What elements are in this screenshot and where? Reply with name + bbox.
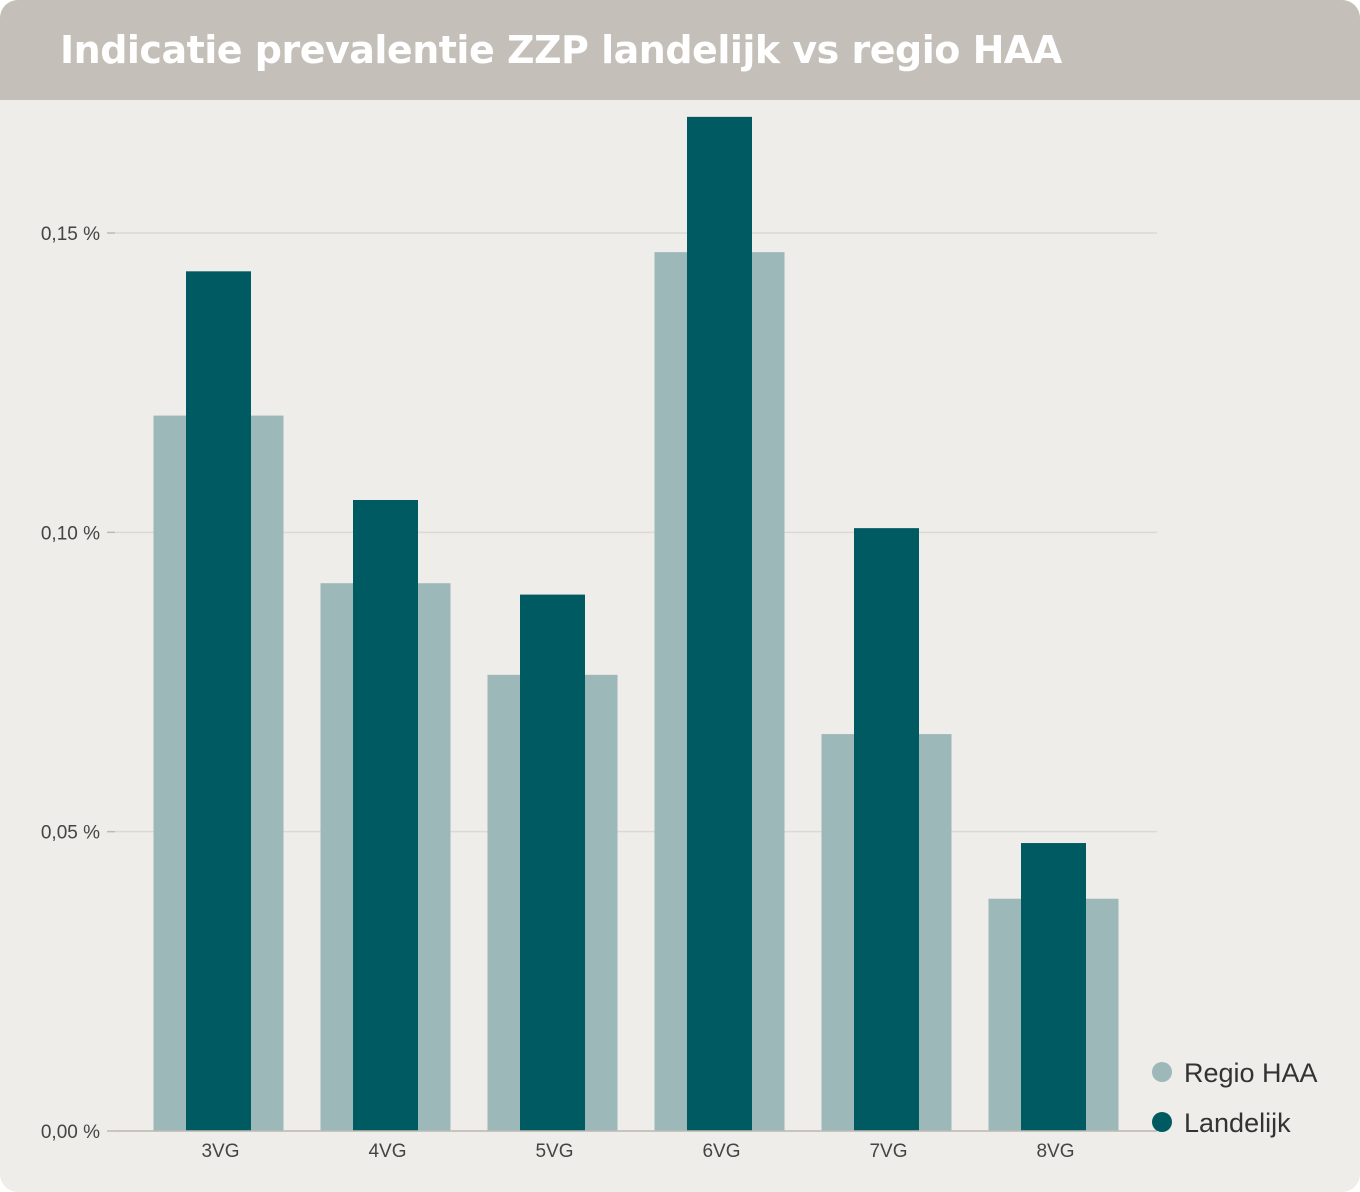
bar-landelijk-6vg	[687, 116, 752, 1132]
x-tick-label: 4VG	[368, 1141, 406, 1162]
x-tick-label: 8VG	[1036, 1141, 1074, 1162]
x-tick-label: 6VG	[702, 1141, 740, 1162]
x-tick-label: 7VG	[869, 1141, 907, 1162]
title-bar: Indicatie prevalentie ZZP landelijk vs r…	[0, 0, 1360, 100]
legend-marker-0	[1152, 1062, 1172, 1082]
bar-landelijk-4vg	[353, 500, 418, 1131]
x-tick-label: 3VG	[201, 1141, 239, 1162]
bar-landelijk-8vg	[1021, 843, 1086, 1131]
legend-label: Regio HAA	[1184, 1058, 1318, 1088]
y-tick-label: 0,15 %	[41, 224, 100, 245]
y-tick-label: 0,00 %	[41, 1122, 100, 1143]
bar-landelijk-3vg	[186, 271, 251, 1131]
y-tick-label: 0,05 %	[41, 823, 100, 844]
y-tick-label: 0,10 %	[41, 523, 100, 544]
chart-title: Indicatie prevalentie ZZP landelijk vs r…	[60, 28, 1062, 72]
legend-label: Landelijk	[1184, 1108, 1291, 1138]
bar-landelijk-5vg	[520, 594, 585, 1131]
x-tick-label: 5VG	[535, 1141, 573, 1162]
bar-landelijk-7vg	[854, 528, 919, 1131]
legend-marker-1	[1152, 1112, 1172, 1132]
